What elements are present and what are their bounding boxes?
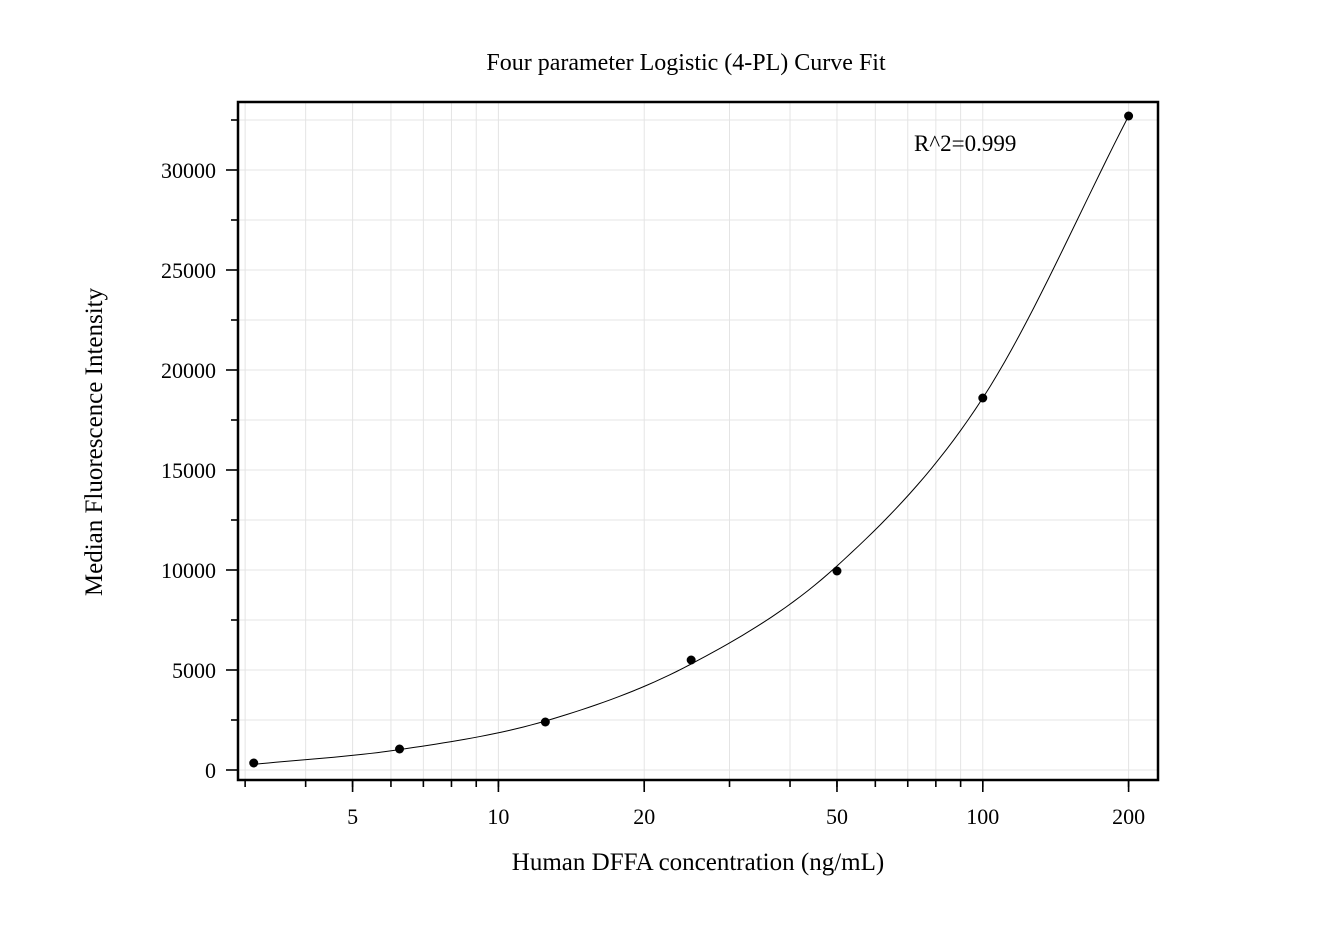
- y-tick-label: 25000: [161, 258, 216, 283]
- fit-curve: [253, 115, 1130, 765]
- y-tick-label: 0: [205, 758, 216, 783]
- y-tick-label: 5000: [172, 658, 216, 683]
- data-point: [978, 393, 988, 403]
- y-tick-label: 20000: [161, 358, 216, 383]
- data-point: [686, 655, 696, 665]
- x-tick-label: 50: [826, 804, 848, 829]
- grid-layer: [238, 102, 1158, 780]
- x-tick-label: 200: [1112, 804, 1145, 829]
- x-tick-label: 20: [633, 804, 655, 829]
- y-tick-label: 30000: [161, 158, 216, 183]
- x-tick-label: 10: [487, 804, 509, 829]
- y-axis-title: Median Fluorescence Intensity: [81, 287, 108, 596]
- plot-frame: [236, 100, 1160, 782]
- tick-layer: [226, 119, 1130, 792]
- y-tick-label: 15000: [161, 458, 216, 483]
- x-tick-label: 5: [347, 804, 358, 829]
- data-point: [1124, 111, 1134, 121]
- x-axis-title: Human DFFA concentration (ng/mL): [512, 849, 884, 876]
- x-tick-label: 100: [966, 804, 999, 829]
- data-point: [832, 566, 842, 576]
- y-tick-label: 10000: [161, 558, 216, 583]
- data-point: [540, 717, 550, 727]
- fit-curve-layer: [253, 115, 1130, 765]
- data-points-layer: [249, 111, 1134, 768]
- data-point: [249, 758, 259, 768]
- chart-title: Four parameter Logistic (4-PL) Curve Fit: [486, 50, 886, 76]
- data-point: [395, 744, 405, 754]
- tick-labels-layer: 5 10 20 50 100 200 0 5000 10000 15000 20000 25000 30…: [161, 158, 1145, 829]
- r-squared-annotation: R^2=0.999: [914, 131, 1016, 156]
